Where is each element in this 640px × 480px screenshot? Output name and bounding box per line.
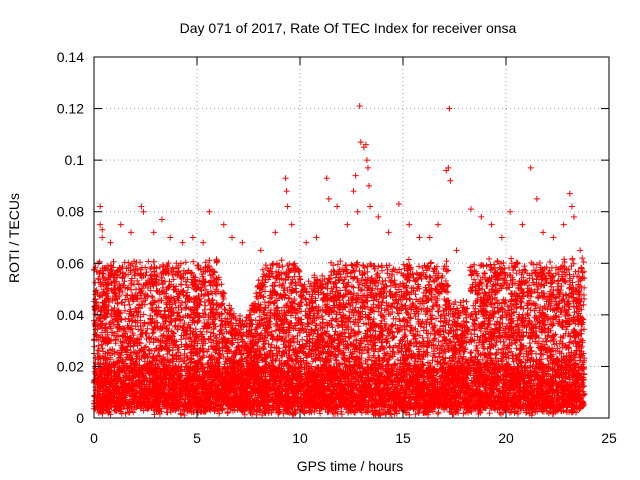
data-point [445, 164, 452, 171]
x-tick-label: 15 [395, 430, 411, 446]
y-tick-label: 0.02 [57, 358, 84, 374]
data-point [206, 208, 213, 215]
data-point [356, 102, 363, 109]
data-point [488, 221, 495, 228]
axis-ticks: 0 0.02 0.04 0.06 0.08 0.1 0.12 0.14 0 5 10 15 20 25 [57, 49, 617, 446]
data-point [447, 177, 454, 184]
data-point [138, 203, 145, 210]
data-point [140, 208, 147, 215]
data-point [229, 234, 236, 241]
data-point [350, 188, 357, 195]
x-tick-label: 25 [601, 430, 617, 446]
data-point [363, 157, 370, 164]
data-point [560, 221, 567, 228]
data-point [288, 221, 295, 228]
data-point [533, 195, 540, 202]
data-point [325, 195, 332, 202]
data-point [117, 221, 124, 228]
data-point [107, 239, 114, 246]
data-point [158, 216, 165, 223]
data-point [507, 208, 514, 215]
x-tick-label: 10 [292, 430, 308, 446]
data-point [272, 229, 279, 236]
data-point [220, 221, 227, 228]
scatter-points [91, 102, 588, 419]
data-point [128, 229, 135, 236]
data-point [566, 190, 573, 197]
plot-frame [93, 56, 610, 419]
data-point [366, 182, 373, 189]
data-point [97, 221, 104, 228]
data-point [189, 234, 196, 241]
data-point [395, 200, 402, 207]
y-tick-label: 0.1 [65, 152, 85, 168]
y-tick-label: 0.08 [57, 204, 84, 220]
data-point [344, 221, 351, 228]
scatter-cloud [91, 255, 588, 419]
data-point [99, 234, 106, 241]
data-point [527, 164, 534, 171]
data-point [357, 139, 364, 146]
data-point [313, 234, 320, 241]
data-point [453, 247, 460, 254]
data-point [364, 164, 371, 171]
x-axis-label: GPS time / hours [297, 458, 404, 474]
data-point [540, 229, 547, 236]
x-tick-label: 20 [498, 430, 514, 446]
data-point [579, 255, 586, 262]
data-point [367, 203, 374, 210]
data-point [284, 203, 291, 210]
data-point [239, 239, 246, 246]
y-tick-label: 0.12 [57, 101, 84, 117]
data-point [577, 247, 584, 254]
y-axis-label: ROTI / TECUs [6, 193, 22, 283]
y-tick-label: 0 [76, 410, 84, 426]
data-point [352, 172, 359, 179]
data-point [283, 188, 290, 195]
data-point [426, 234, 433, 241]
data-point [179, 239, 186, 246]
data-point [99, 226, 106, 233]
data-point [150, 229, 157, 236]
data-point [282, 175, 289, 182]
x-tick-label: 0 [90, 430, 98, 446]
data-point [446, 105, 453, 112]
data-point [303, 239, 310, 246]
data-point [362, 141, 369, 148]
data-point [200, 239, 207, 246]
data-point [323, 175, 330, 182]
y-tick-label: 0.14 [57, 49, 84, 65]
data-point [416, 234, 423, 241]
data-point [167, 234, 174, 241]
chart-title: Day 071 of 2017, Rate Of TEC Index for r… [180, 20, 517, 36]
y-tick-label: 0.06 [57, 255, 84, 271]
data-point [334, 203, 341, 210]
data-point [550, 234, 557, 241]
data-point [519, 221, 526, 228]
data-point [467, 206, 474, 213]
data-point [97, 203, 104, 210]
data-point [257, 247, 264, 254]
data-point [385, 229, 392, 236]
data-point [354, 208, 361, 215]
y-tick-label: 0.04 [57, 307, 84, 323]
data-point [435, 221, 442, 228]
data-point [570, 213, 577, 220]
data-point [498, 234, 505, 241]
data-point [478, 213, 485, 220]
data-point [406, 221, 413, 228]
x-tick-label: 5 [193, 430, 201, 446]
data-point [568, 203, 575, 210]
data-point [375, 213, 382, 220]
